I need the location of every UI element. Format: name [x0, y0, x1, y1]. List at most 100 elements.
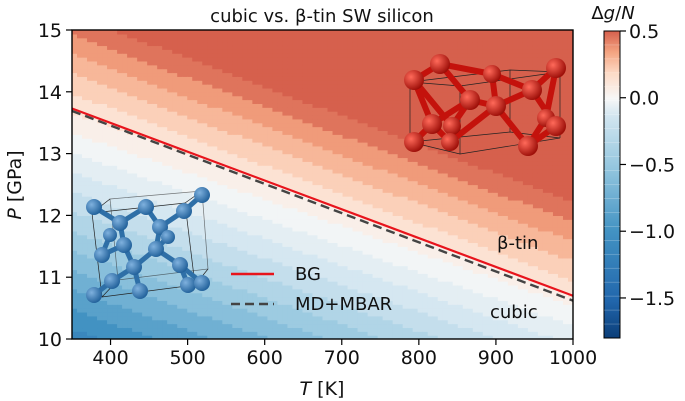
heatmap-cell [252, 134, 258, 139]
heatmap-cell [332, 53, 339, 58]
heatmap-cell [197, 323, 203, 329]
heatmap-cell [147, 111, 153, 116]
heatmap-cell [327, 91, 334, 97]
heatmap-cell [217, 68, 223, 74]
heatmap-cell [302, 223, 309, 228]
heatmap-cell [77, 288, 83, 294]
heatmap-cell [197, 57, 203, 62]
heatmap-cell [132, 76, 138, 81]
heatmap-cell [202, 288, 208, 294]
heatmap-cell [297, 172, 304, 178]
heatmap-cell [97, 323, 103, 329]
heatmap-cell [347, 95, 354, 101]
heatmap-cell [72, 234, 78, 240]
heatmap-cell [312, 33, 319, 39]
heatmap-cell [112, 184, 118, 189]
heatmap-cell [357, 246, 364, 251]
heatmap-cell [102, 37, 108, 43]
heatmap-cell [312, 99, 319, 104]
heatmap-cell [367, 234, 374, 240]
heatmap-cell [297, 91, 304, 97]
heatmap-cell [257, 211, 263, 216]
heatmap-cell [342, 327, 349, 332]
heatmap-cell [207, 211, 213, 216]
heatmap-cell [337, 242, 344, 247]
heatmap-cell [167, 165, 173, 170]
heatmap-cell [142, 300, 148, 305]
heatmap-cell [82, 122, 88, 128]
heatmap-cell [272, 223, 279, 228]
heatmap-cell [152, 134, 158, 139]
heatmap-cell [137, 277, 143, 282]
heatmap-cell [362, 203, 369, 209]
heatmap-cell [262, 114, 268, 120]
heatmap-cell [307, 230, 314, 236]
heatmap-cell [87, 84, 93, 89]
heatmap-cell [167, 180, 173, 186]
heatmap-cell [82, 188, 88, 193]
heatmap-cell [337, 76, 344, 81]
heatmap-cell [172, 234, 178, 240]
heatmap-cell [267, 41, 273, 47]
heatmap-cell [372, 130, 379, 135]
heatmap-cell [282, 226, 289, 232]
heatmap-cell [307, 176, 314, 182]
heatmap-cell [207, 311, 213, 317]
heatmap-cell [297, 311, 304, 317]
heatmap-cell [177, 142, 183, 147]
heatmap-cell [277, 319, 284, 325]
heatmap-cell [117, 308, 123, 313]
heatmap-cell [112, 176, 118, 182]
heatmap-cell [222, 323, 228, 329]
heatmap-cell [157, 300, 163, 305]
heatmap-cell [227, 53, 233, 58]
heatmap-cell [107, 265, 113, 271]
heatmap-cell [377, 257, 384, 263]
heatmap-cell [137, 254, 143, 259]
heatmap-cell [287, 223, 294, 228]
heatmap-cell [187, 107, 193, 112]
heatmap-cell [237, 188, 243, 193]
heatmap-cell [287, 246, 294, 251]
heatmap-cell [127, 311, 133, 317]
heatmap-cell [107, 242, 113, 247]
heatmap-cell [342, 311, 349, 317]
heatmap-cell [142, 176, 148, 182]
heatmap-cell [182, 149, 188, 155]
heatmap-cell [212, 254, 218, 259]
heatmap-cell [282, 107, 289, 112]
heatmap-cell [252, 126, 258, 132]
heatmap-cell [82, 95, 88, 101]
heatmap-cell [107, 60, 113, 66]
heatmap-cell [232, 230, 238, 236]
heatmap-cell [292, 180, 299, 186]
heatmap-cell [167, 57, 173, 62]
heatmap-cell [87, 308, 93, 313]
heatmap-cell [217, 196, 223, 201]
heatmap-cell [162, 130, 168, 135]
heatmap-cell [212, 107, 218, 112]
heatmap-cell [292, 165, 299, 170]
heatmap-cell [347, 103, 354, 108]
heatmap-cell [102, 315, 108, 321]
heatmap-cell [137, 300, 143, 305]
heatmap-cell [327, 68, 334, 74]
heatmap-cell [307, 265, 314, 271]
heatmap-cell [377, 296, 384, 301]
heatmap-cell [242, 284, 248, 290]
heatmap-cell [352, 254, 359, 259]
heatmap-cell [362, 37, 369, 43]
heatmap-cell [172, 300, 178, 305]
heatmap-cell [327, 95, 334, 101]
heatmap-cell [367, 284, 374, 290]
heatmap-cell [87, 145, 93, 151]
heatmap-cell [112, 107, 118, 112]
heatmap-cell [167, 288, 173, 294]
heatmap-cell [92, 130, 98, 135]
heatmap-cell [267, 103, 273, 108]
heatmap-cell [202, 118, 208, 124]
heatmap-cell [192, 84, 198, 89]
heatmap-cell [102, 308, 108, 313]
heatmap-cell [302, 315, 309, 321]
heatmap-cell [332, 242, 339, 247]
